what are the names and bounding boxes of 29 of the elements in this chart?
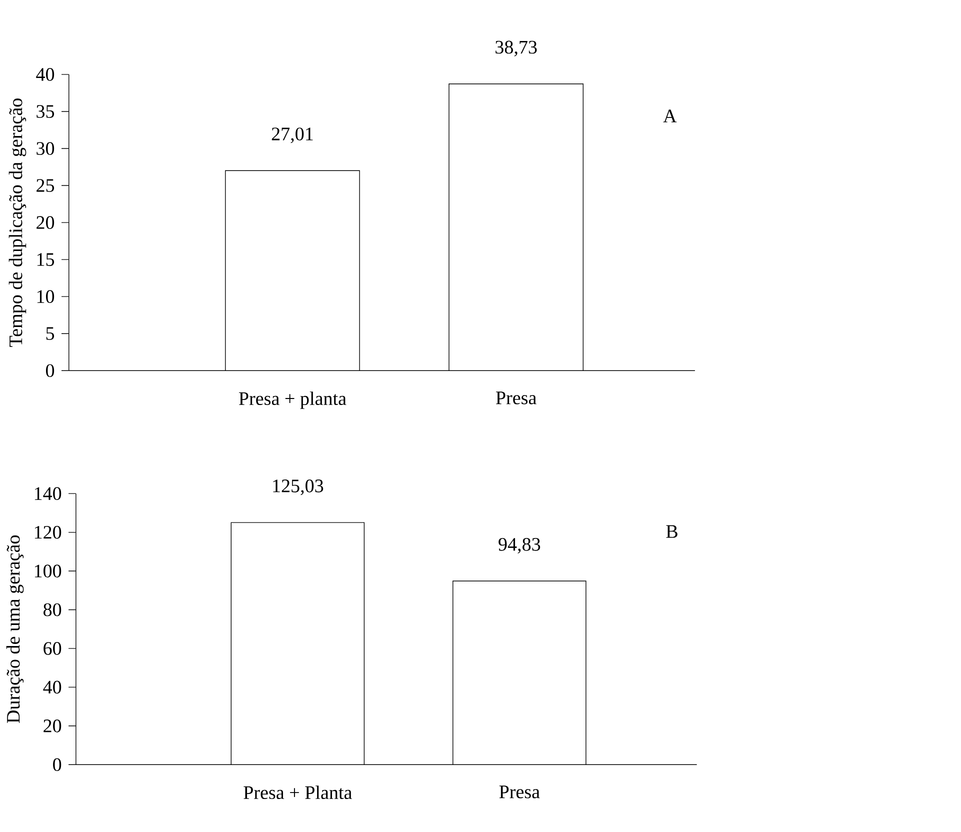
x-tick-label: Presa [499, 786, 540, 798]
y-tick-label: 0 [53, 758, 62, 771]
y-tick-label: 40 [36, 68, 54, 81]
data-label: 125,03 [273, 479, 324, 496]
data-label: 27,01 [272, 127, 313, 144]
y-tick-label: 60 [44, 642, 62, 655]
y-axis-title: Tempo de duplicação da geração [8, 98, 26, 347]
y-tick-label: 140 [34, 487, 62, 500]
x-tick-label: Presa [496, 392, 536, 404]
y-tick-label: 80 [44, 603, 62, 616]
y-tick-label: 35 [36, 105, 54, 118]
data-label: 94,83 [498, 538, 540, 554]
x-tick-label: Presa + planta [238, 392, 346, 409]
y-tick-label: 25 [36, 179, 54, 192]
x-tick-label: Presa + Planta [244, 786, 352, 799]
y-tick-label: 100 [34, 564, 62, 578]
y-tick-label: 5 [46, 327, 54, 340]
y-tick-label: 120 [34, 526, 62, 539]
y-tick-label: 15 [37, 253, 54, 266]
y-tick-label: 20 [44, 719, 62, 732]
y-tick-label: 30 [36, 142, 54, 155]
data-label: 38,73 [496, 40, 537, 56]
y-tick-label: 0 [46, 364, 54, 377]
y-tick-label: 20 [36, 216, 54, 229]
y-tick-label: 40 [43, 680, 62, 694]
y-axis-title: Duração de uma geração [6, 535, 24, 723]
annotation: B [666, 525, 678, 538]
y-tick-label: 10 [37, 290, 54, 303]
annotation: A [663, 110, 677, 122]
